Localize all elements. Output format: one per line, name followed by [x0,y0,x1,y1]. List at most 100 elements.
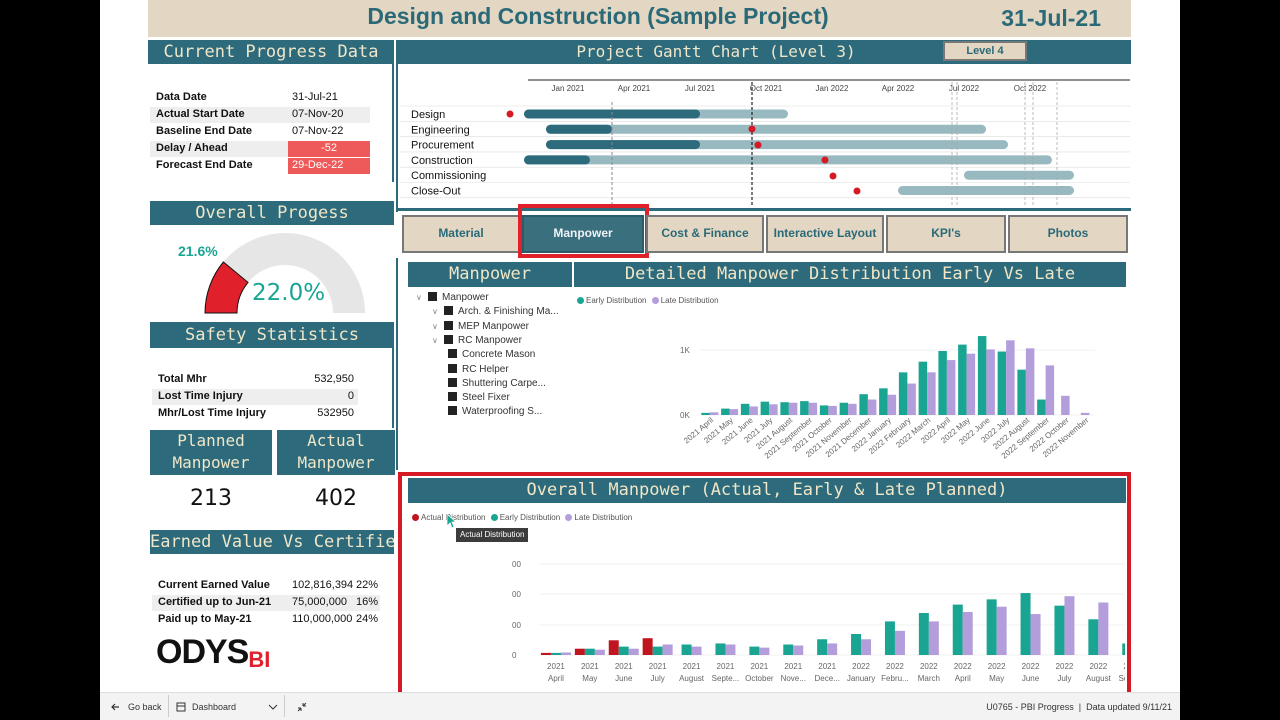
bar [927,372,936,415]
tree-item[interactable]: ∨ Manpower [416,292,489,303]
legend-early-item-2[interactable]: Early Distribution [490,513,560,522]
manpower-tree: ∨ Manpower ∨ Arch. & Finishing Ma... ∨ MEP Ma… [416,292,576,422]
delay-value: -52 [288,141,370,157]
bar [701,412,710,415]
bar [584,648,595,655]
x-axis-year-label: 2021 [581,662,599,671]
bar [715,643,726,655]
gantt-axis-label: Jan 2021 [552,84,585,93]
tree-item[interactable]: ∨ RC Manpower [432,334,522,346]
bar [986,349,995,415]
x-axis-year-label: 2022 [886,662,904,671]
gantt-milestone-marker [821,156,829,164]
safety-value-0: 532,950 [314,373,354,385]
gantt-task-label: Procurement [411,140,474,152]
checkbox-icon [444,320,453,330]
gauge-track [205,233,365,313]
x-axis-month-label: June [1022,674,1040,683]
bar [859,394,868,415]
dashboard-menu[interactable]: Dashboard [192,702,237,712]
ev-pct-1: 16% [356,596,379,608]
tab-manpower[interactable]: Manpower [522,215,644,253]
legend-late-item[interactable]: Late Distribution [651,296,719,305]
bar [1020,593,1031,655]
x-axis-month-label: Septe... [712,674,740,683]
ev-label-1: Certified up to Jun-21 [158,596,272,608]
bar [1025,348,1035,415]
bar [642,638,653,655]
safety-value-2: 532950 [317,407,354,419]
gantt-task-label: Commissioning [411,170,486,182]
bar [725,644,736,655]
tab-kpis[interactable]: KPI's [886,215,1006,253]
bar [867,399,877,415]
checkbox-icon [448,377,457,387]
collapse-icon[interactable] [296,701,308,713]
legend-late-item-2[interactable]: Late Distribution [565,513,632,522]
x-axis-month-label: March [918,674,940,683]
current-progress-table: Data Date 31-Jul-21 Actual Start Date 07-N… [150,90,390,180]
bar [800,401,809,415]
chart-y-tick: 1K [680,346,690,355]
bar [946,360,956,415]
cp-label-4: Forecast End Date [156,159,253,171]
bar [851,634,862,655]
cp-value-2: 07-Nov-22 [292,125,344,137]
gantt-plan-bar [524,155,1052,165]
x-axis-month-label: July [1057,674,1071,683]
gantt-task-label: Construction [411,155,473,167]
tree-item[interactable]: Shuttering Carpe... [448,377,546,389]
x-axis-month-label: April [955,674,971,683]
tree-item[interactable]: Steel Fixer [448,392,510,403]
x-axis-month-label: Nove... [781,674,806,683]
bar [986,599,997,655]
chart-y-tick: 0K [680,411,690,420]
x-axis-month-label: Febru... [881,674,909,683]
back-arrow-icon [111,703,119,711]
detailed-chart-title: Detailed Manpower Distribution Early Vs … [574,262,1126,287]
level-4-button[interactable]: Level 4 [943,41,1027,61]
tree-item[interactable]: Concrete Mason [448,349,535,360]
gantt-title: Project Gantt Chart (Level 3) [576,42,856,61]
go-back-button[interactable]: Go back [128,702,162,712]
mouse-cursor-icon [446,513,458,529]
x-axis-year-label: 2021 [547,662,565,671]
cp-value-0: 31-Jul-21 [292,91,338,103]
chevron-down-icon[interactable] [268,703,278,711]
legend-actual-item[interactable]: Actual Distribution [412,513,485,522]
bar [898,372,908,415]
legend-early-item[interactable]: Early Distribution [577,296,646,305]
x-axis-year-label: 2022 [920,662,938,671]
gantt-progress-bar [546,140,700,150]
tab-photos[interactable]: Photos [1008,215,1128,253]
dashboard-canvas: Design and Construction (Sample Project)… [100,0,1180,720]
bar [918,361,928,415]
bar [721,408,730,415]
tree-item[interactable]: Waterproofing S... [448,406,542,417]
x-axis-year-label: 2022 [1123,662,1125,671]
x-axis-year-label: 2021 [818,662,836,671]
x-axis-year-label: 2021 [649,662,667,671]
bar [760,401,770,415]
overall-chart-title: Overall Manpower (Actual, Early & Late P… [408,478,1126,503]
x-axis-year-label: 2021 [683,662,701,671]
x-axis-month-label: May [582,674,597,683]
forecast-end-value: 29-Dec-22 [288,158,370,174]
bar [681,644,692,655]
planned-progress-label: 21.6% [178,243,218,259]
tab-manpower-highlight [518,204,649,258]
safety-label-1: Lost Time Injury [158,390,243,402]
bar [952,604,963,655]
tree-item[interactable]: RC Helper [448,363,509,375]
x-axis-year-label: 2022 [852,662,870,671]
tree-item[interactable]: ∨ Arch. & Finishing Ma... [432,306,559,318]
bar [918,613,929,655]
gantt-plan-bar [964,170,1074,180]
tree-item[interactable]: ∨ MEP Manpower [432,320,529,332]
tab-material[interactable]: Material [402,215,520,253]
tab-cost-finance[interactable]: Cost & Finance [646,215,764,253]
x-axis-year-label: 2022 [954,662,972,671]
tab-interactive-layout[interactable]: Interactive Layout [766,215,884,253]
checkbox-icon [448,406,457,416]
